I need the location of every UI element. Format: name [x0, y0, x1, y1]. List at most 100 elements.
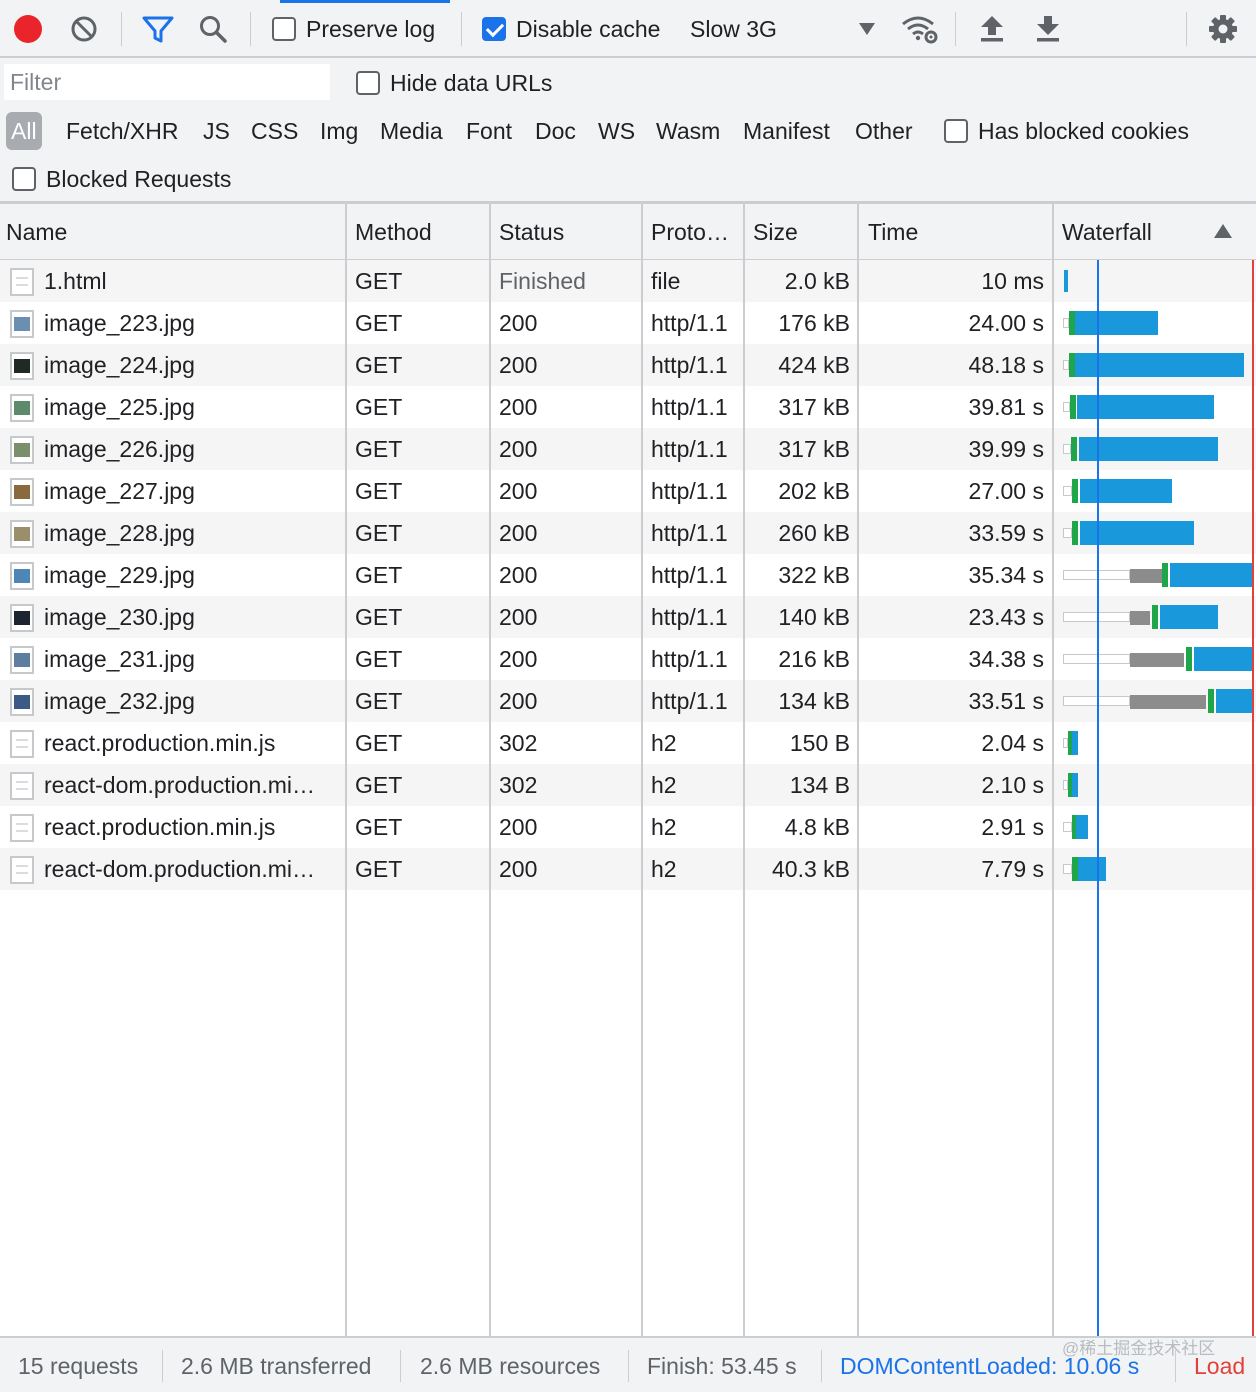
disable-cache-toggle[interactable]: Disable cache — [482, 0, 660, 58]
search-icon — [200, 16, 227, 43]
hide-data-urls-toggle[interactable]: Hide data URLs — [356, 68, 552, 98]
export-har-button[interactable] — [1034, 0, 1062, 58]
type-filter-all[interactable]: All — [6, 112, 42, 150]
waterfall-bar — [0, 848, 1256, 890]
column-header-time[interactable]: Time — [868, 219, 919, 245]
network-conditions-button[interactable] — [900, 0, 940, 58]
table-row[interactable]: image_225.jpg GET 200 http/1.1 317 kB 39.81 s — [0, 386, 1256, 428]
image-icon — [10, 352, 34, 380]
type-filter-wasm[interactable]: Wasm — [656, 118, 721, 144]
waterfall-bar — [0, 638, 1256, 680]
table-row[interactable]: image_223.jpg GET 200 http/1.1 176 kB 24.00 s — [0, 302, 1256, 344]
table-row[interactable]: image_228.jpg GET 200 http/1.1 260 kB 33.59 s — [0, 512, 1256, 554]
type-filter-media[interactable]: Media — [380, 118, 443, 144]
table-row[interactable]: react-dom.production.mi… GET 302 h2 134 B 2.1… — [0, 764, 1256, 806]
request-size: 424 kB — [778, 352, 850, 378]
request-protocol: http/1.1 — [651, 310, 728, 336]
waterfall-stalled-segment — [1130, 569, 1162, 583]
search-button[interactable] — [197, 0, 229, 58]
column-header-method[interactable]: Method — [355, 219, 432, 245]
throttling-select[interactable]: Slow 3G — [690, 0, 880, 58]
network-settings-button[interactable] — [1207, 0, 1239, 58]
blocked-requests-toggle[interactable]: Blocked Requests — [12, 164, 231, 194]
type-filter-other[interactable]: Other — [855, 118, 913, 144]
table-row[interactable]: react-dom.production.mi… GET 200 h2 40.3 kB 7… — [0, 848, 1256, 890]
type-filter-js[interactable]: JS — [203, 118, 230, 144]
table-row[interactable]: image_231.jpg GET 200 http/1.1 216 kB 34.38 s — [0, 638, 1256, 680]
table-row[interactable]: image_230.jpg GET 200 http/1.1 140 kB 23.43 s — [0, 596, 1256, 638]
waterfall-waiting-segment — [1068, 773, 1074, 797]
table-row[interactable]: 1.html GET Finished file 2.0 kB 10 ms — [0, 260, 1256, 302]
filter-toggle-button[interactable] — [141, 0, 175, 58]
request-method: GET — [355, 646, 403, 672]
waterfall-waiting-segment — [1068, 731, 1074, 755]
request-size: 150 B — [789, 730, 850, 756]
requests-table: Name Method Status Proto… Size Time Wate… — [0, 204, 1256, 1336]
waterfall-download-segment — [1194, 647, 1254, 671]
request-method: GET — [355, 352, 403, 378]
request-time: 7.79 s — [981, 856, 1044, 882]
disable-cache-checkbox[interactable] — [482, 17, 506, 41]
table-row[interactable]: react.production.min.js GET 200 h2 4.8 kB 2.9… — [0, 806, 1256, 848]
request-time: 39.81 s — [968, 394, 1044, 420]
preserve-log-toggle[interactable]: Preserve log — [272, 0, 435, 58]
type-filter-css[interactable]: CSS — [251, 118, 299, 144]
request-status: 200 — [499, 310, 538, 336]
table-row[interactable]: image_227.jpg GET 200 http/1.1 202 kB 27.00 s — [0, 470, 1256, 512]
thumbnail — [14, 653, 30, 667]
request-size: 260 kB — [778, 520, 850, 546]
request-time: 33.59 s — [968, 520, 1044, 546]
hide-data-urls-checkbox[interactable] — [356, 71, 380, 95]
request-status: 200 — [499, 688, 538, 714]
request-time: 23.43 s — [968, 604, 1044, 630]
request-time: 48.18 s — [968, 352, 1044, 378]
has-blocked-cookies-toggle[interactable]: Has blocked cookies — [944, 116, 1189, 146]
image-icon — [10, 646, 34, 674]
table-row[interactable]: image_232.jpg GET 200 http/1.1 134 kB 33.51 s — [0, 680, 1256, 722]
waterfall-queued-segment — [1063, 738, 1068, 748]
type-filter-manifest[interactable]: Manifest — [743, 118, 830, 144]
waterfall-bar — [0, 386, 1256, 428]
disable-cache-label: Disable cache — [516, 15, 661, 42]
column-header-status[interactable]: Status — [499, 219, 565, 245]
table-row[interactable]: image_226.jpg GET 200 http/1.1 317 kB 39.99 s — [0, 428, 1256, 470]
request-protocol: http/1.1 — [651, 604, 728, 630]
request-method: GET — [355, 436, 403, 462]
thumbnail — [14, 443, 30, 457]
request-size: 317 kB — [778, 436, 850, 462]
type-filter-doc[interactable]: Doc — [535, 118, 576, 144]
image-icon — [10, 436, 34, 464]
waterfall-queued-segment — [1063, 486, 1072, 496]
document-icon — [10, 772, 34, 800]
table-row[interactable]: react.production.min.js GET 302 h2 150 B 2.04… — [0, 722, 1256, 764]
type-filter-fetch-xhr[interactable]: Fetch/XHR — [66, 118, 179, 144]
waterfall-download-segment — [1077, 395, 1214, 419]
clear-button[interactable] — [68, 0, 100, 58]
waterfall-queued-segment — [1063, 444, 1071, 454]
request-status: 200 — [499, 436, 538, 462]
blocked-requests-checkbox[interactable] — [12, 167, 36, 191]
preserve-log-checkbox[interactable] — [272, 17, 296, 41]
hide-data-urls-label: Hide data URLs — [390, 69, 553, 96]
waterfall-waiting-segment — [1069, 311, 1075, 335]
column-header-name[interactable]: Name — [6, 219, 68, 245]
waterfall-waiting-segment — [1072, 521, 1078, 545]
request-name: image_223.jpg — [44, 310, 195, 336]
column-header-waterfall[interactable]: Waterfall — [1062, 219, 1152, 245]
record-button[interactable] — [14, 15, 42, 43]
type-filter-font[interactable]: Font — [466, 118, 513, 144]
column-header-size[interactable]: Size — [753, 219, 798, 245]
request-status: 200 — [499, 562, 538, 588]
filter-input[interactable] — [4, 64, 330, 100]
import-har-button[interactable] — [978, 0, 1006, 58]
type-filter-ws[interactable]: WS — [598, 118, 636, 144]
column-header-protocol[interactable]: Proto… — [651, 219, 729, 245]
thumbnail — [14, 317, 30, 331]
waterfall-queued-segment — [1063, 822, 1072, 832]
table-row[interactable]: image_229.jpg GET 200 http/1.1 322 kB 35.34 s — [0, 554, 1256, 596]
type-filter-img[interactable]: Img — [320, 118, 359, 144]
waterfall-download-segment — [1075, 311, 1158, 335]
waterfall-waiting-segment — [1072, 815, 1078, 839]
table-row[interactable]: image_224.jpg GET 200 http/1.1 424 kB 48.18 s — [0, 344, 1256, 386]
has-blocked-cookies-checkbox[interactable] — [944, 119, 968, 143]
